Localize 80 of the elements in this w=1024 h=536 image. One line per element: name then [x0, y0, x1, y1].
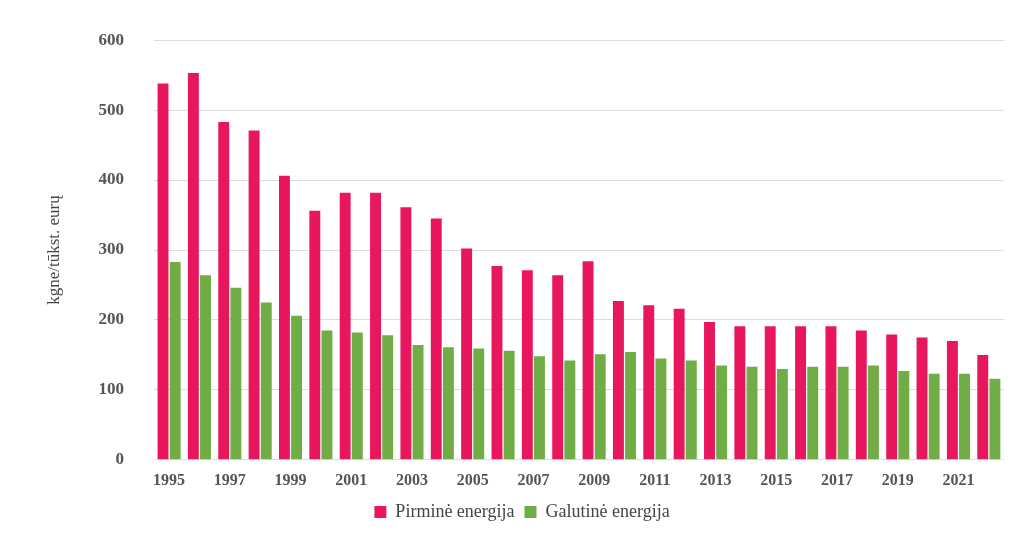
y-tick-label: 100 [98, 379, 124, 399]
bar [916, 337, 928, 460]
y-tick-label: 400 [98, 169, 124, 189]
bar [187, 73, 199, 460]
bar [503, 350, 515, 460]
bar [230, 287, 242, 460]
bar [837, 366, 849, 460]
bar [855, 330, 867, 460]
bar [200, 275, 211, 460]
x-tick-label: 2019 [881, 470, 914, 488]
bar [473, 348, 485, 460]
x-tick-label: 1999 [274, 470, 307, 488]
bar [776, 368, 788, 460]
y-tick-label: 500 [98, 99, 124, 119]
bar [412, 345, 424, 460]
legend-label: Pirminė energija [395, 500, 515, 521]
bar [643, 305, 655, 460]
y-tick-label: 0 [115, 449, 124, 469]
bar [807, 366, 819, 460]
bar [534, 356, 545, 460]
bar [612, 301, 624, 460]
bar [339, 192, 351, 460]
bar [461, 248, 473, 460]
bar [867, 365, 879, 460]
x-tick-label: 2009 [578, 470, 611, 488]
bar [260, 302, 272, 460]
bar [442, 347, 454, 460]
bar [946, 340, 958, 460]
legend-label: Galutinė energija [545, 500, 670, 521]
y-tick-label: 200 [98, 309, 124, 329]
bar [673, 308, 685, 460]
bar [625, 352, 637, 460]
bar [685, 360, 697, 460]
bar [430, 218, 442, 460]
bar [370, 192, 381, 460]
bar [928, 373, 940, 460]
bar [382, 335, 394, 460]
bar [764, 326, 776, 460]
bar [309, 210, 321, 460]
bar [218, 122, 230, 460]
x-tick-label: 2021 [942, 470, 975, 488]
bar [989, 378, 1001, 460]
bar [248, 130, 260, 460]
x-tick-label: 2015 [760, 470, 793, 488]
bar [959, 373, 970, 460]
bar [594, 354, 606, 460]
bar [655, 358, 667, 460]
bar [278, 175, 290, 460]
bar [564, 360, 576, 460]
x-tick-label: 2003 [395, 470, 428, 488]
y-axis-title: kgne/tūkst. eurų [43, 194, 63, 305]
bar [825, 326, 837, 460]
x-tick-label: 2011 [639, 470, 671, 488]
x-tick-label: 1997 [213, 470, 246, 488]
bar [716, 365, 728, 460]
bar [898, 370, 910, 460]
bar [795, 326, 807, 460]
x-tick-label: 2007 [517, 470, 550, 488]
bar [321, 330, 333, 460]
bar [491, 266, 503, 460]
x-tick-label: 1995 [153, 470, 186, 488]
y-tick-label: 600 [98, 29, 124, 49]
x-tick-label: 2001 [335, 470, 368, 488]
x-tick-label: 2005 [456, 470, 489, 488]
bar [582, 261, 594, 460]
bar [351, 332, 363, 460]
y-tick-label: 300 [98, 239, 124, 259]
bar [157, 83, 169, 460]
x-tick-label: 2013 [699, 470, 732, 488]
bar [704, 322, 715, 460]
bar [886, 334, 898, 460]
bar [169, 261, 181, 460]
bar [400, 207, 412, 460]
x-tick-label: 2017 [821, 470, 854, 488]
bar [734, 326, 746, 460]
bar [291, 315, 303, 460]
bar [552, 275, 564, 460]
bar [521, 270, 533, 460]
bar [977, 354, 989, 460]
bar [746, 366, 758, 460]
